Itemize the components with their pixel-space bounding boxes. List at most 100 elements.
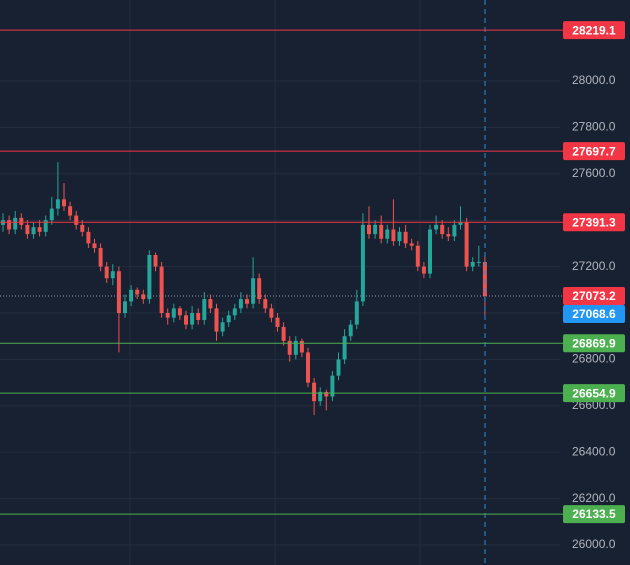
candle-body: [464, 222, 469, 267]
candle-body: [153, 255, 158, 267]
candle-body: [141, 294, 146, 300]
crosshair-price-label-bg: [563, 305, 625, 324]
candle-body: [403, 231, 408, 244]
candle-body: [446, 234, 451, 237]
candle-body: [281, 326, 286, 341]
level-label: 26869.9: [572, 336, 616, 350]
candle-body: [80, 224, 85, 232]
candle-body: [306, 352, 310, 383]
candle-body: [263, 299, 268, 309]
candle-body: [92, 243, 97, 249]
level-label-bg: [563, 21, 625, 40]
candle-body: [25, 224, 30, 235]
level-label: 28219.1: [572, 23, 616, 37]
candle-body: [226, 315, 231, 323]
candle-body: [257, 278, 262, 300]
candle-body: [220, 322, 225, 332]
y-tick-label: 26800.0: [572, 352, 616, 366]
crosshair-price-label: 27068.6: [572, 307, 616, 321]
candle-body: [287, 340, 292, 355]
candle-body: [409, 243, 414, 246]
candle-body: [293, 340, 298, 355]
candle-body: [379, 224, 384, 239]
candle-body: [49, 208, 54, 221]
level-label-bg: [563, 142, 625, 161]
candle-body: [385, 229, 390, 239]
level-label: 27697.7: [572, 144, 616, 158]
candle-body: [43, 220, 48, 232]
y-tick-label: 27800.0: [572, 120, 616, 134]
y-tick-label: 26200.0: [572, 491, 616, 505]
candle-body: [68, 206, 73, 216]
candle-body: [202, 299, 207, 320]
candle-body: [238, 299, 243, 309]
level-label: 26133.5: [572, 507, 616, 521]
candle-body: [184, 315, 188, 325]
candle-body: [13, 217, 18, 230]
candle-body: [190, 313, 195, 325]
last-price-label: 27073.2: [572, 289, 616, 303]
levels: 28219.1 27697.7 27391.3 26869.9 26654.9 26133…: [0, 21, 625, 524]
candle-body: [470, 261, 475, 267]
level-label-bg: [563, 505, 625, 524]
candle-body: [147, 255, 152, 300]
candle-body: [135, 289, 140, 295]
candle-body: [116, 271, 121, 314]
candle-body: [7, 220, 12, 230]
candle-body: [330, 375, 335, 397]
candle-body: [110, 271, 115, 279]
candle-body: [482, 261, 487, 297]
candle-body: [336, 359, 341, 376]
candle-body: [104, 266, 109, 279]
candle-body: [171, 308, 176, 318]
candle-body: [342, 336, 347, 360]
y-tick-label: 26400.0: [572, 444, 616, 458]
candle-body: [251, 278, 256, 304]
level-label: 27391.3: [572, 215, 616, 229]
candle-body: [360, 224, 365, 302]
y-tick-label: 28000.0: [572, 73, 616, 87]
candle-body: [269, 308, 274, 318]
candle-body: [324, 391, 329, 397]
candle-body: [214, 308, 219, 332]
y-tick-label: 27200.0: [572, 259, 616, 273]
candle-body: [208, 299, 213, 309]
level-label-bg: [563, 384, 625, 403]
candle-body: [299, 340, 304, 353]
candle-body: [31, 227, 36, 235]
level-label-bg: [563, 213, 625, 232]
candle-body: [159, 266, 164, 314]
candle-body: [415, 245, 420, 267]
candle-body: [458, 222, 463, 225]
last-price-label-bg: [563, 287, 625, 306]
candle-body: [232, 308, 237, 316]
candle-body: [348, 324, 353, 337]
y-tick-label: 27600.0: [572, 166, 616, 180]
candle-body: [196, 313, 201, 320]
candle-body: [391, 229, 396, 242]
candle-body: [275, 317, 280, 327]
y-tick-label: 26000.0: [572, 537, 616, 551]
candle-body: [98, 248, 103, 267]
candle-body: [367, 224, 371, 235]
candle-body: [452, 224, 457, 237]
candle-body: [86, 231, 91, 244]
candle-body: [373, 224, 378, 235]
candle-body: [177, 308, 182, 316]
candle-body: [55, 199, 60, 209]
candle-body: [397, 231, 402, 242]
candle-body: [165, 313, 170, 318]
candle-body: [62, 199, 66, 207]
candle-body: [318, 391, 323, 402]
level-label-bg: [563, 334, 625, 353]
candle-body: [476, 261, 481, 263]
candle-body: [245, 299, 249, 304]
grid: [0, 80, 560, 546]
level-label: 26654.9: [572, 386, 616, 400]
candle-body: [428, 229, 432, 274]
candle-body: [74, 215, 79, 225]
candle-body: [19, 217, 24, 225]
